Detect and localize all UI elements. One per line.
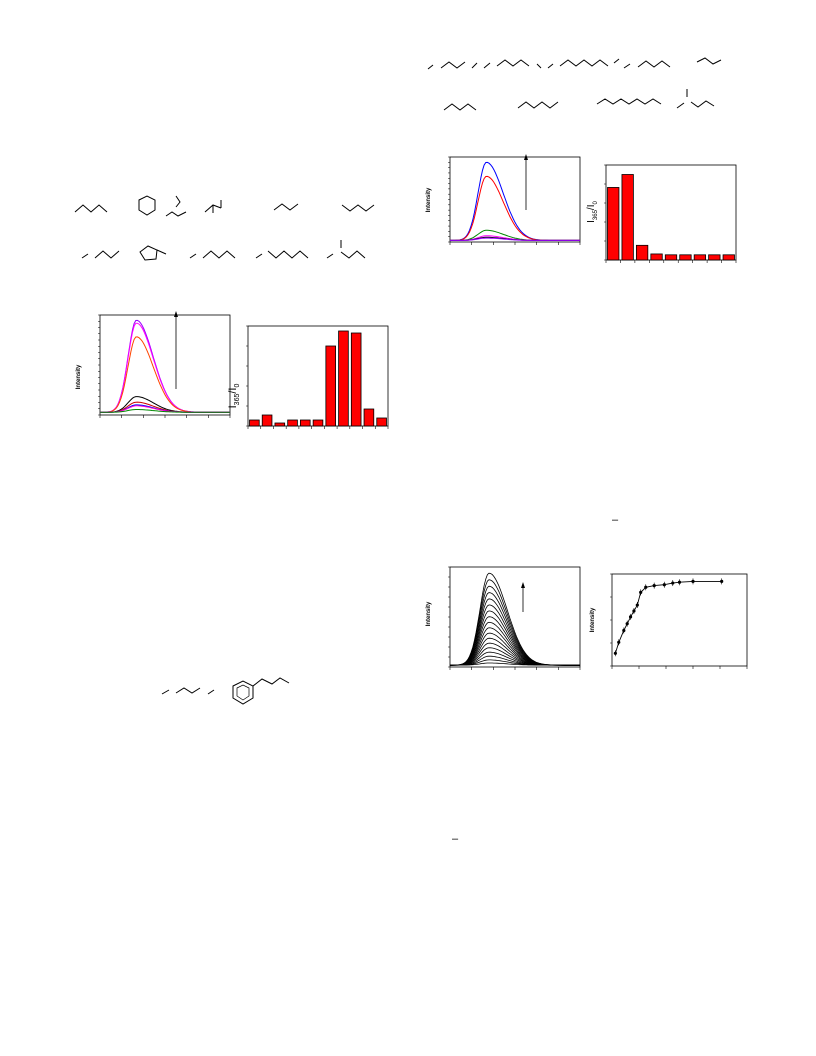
structure-butyl-1 <box>74 204 108 213</box>
figure-b-bar-panel: I365/I0 <box>580 160 750 270</box>
figure-b-bar-ylabel: I365/I0 <box>586 200 599 222</box>
bar-2 <box>621 174 634 261</box>
bar-8 <box>338 330 349 427</box>
figure-c-spectra-chart: Intensity <box>426 566 581 670</box>
bar-11 <box>376 417 387 427</box>
figure-a-bar-chart: I365/I0 <box>227 325 389 429</box>
figure-b-spectra-chart: Intensity <box>426 154 581 245</box>
spectrum-line-1 <box>100 319 230 413</box>
structure-hexyl <box>267 250 309 259</box>
bar-8 <box>708 254 721 261</box>
figure-b-spectra-panel: Intensity <box>420 152 590 262</box>
structure-right-2 <box>443 103 477 111</box>
bar-5 <box>300 419 311 427</box>
structure-pentyl-1 <box>341 204 375 212</box>
figure-a-spectra-chart: Intensity <box>76 311 231 418</box>
bar-1 <box>249 419 260 427</box>
arrow-head-icon <box>524 154 528 160</box>
figure-c-spectra-ylabel: Intensity <box>426 601 432 626</box>
structure-propyl-1 <box>273 203 299 211</box>
structure-chain-b <box>165 211 187 217</box>
structure-branched <box>326 253 334 259</box>
structure-bottom-chain <box>161 689 170 695</box>
structure-isobutyl <box>204 204 222 213</box>
plot-frame <box>611 573 748 667</box>
spectrum-line-8 <box>100 409 230 413</box>
structure-chain-a <box>175 195 181 208</box>
structure-butyl-2 <box>202 250 236 259</box>
structure-cyclopentane <box>139 245 158 261</box>
structure-methyl <box>189 253 197 259</box>
figure-b-spectra-ylabel: Intensity <box>426 187 432 212</box>
structure-cyclohexane <box>138 195 156 216</box>
spectrum-line-1 <box>450 161 580 241</box>
bar-1 <box>607 187 620 261</box>
structure-methyl-2 <box>255 253 263 259</box>
bar-4 <box>650 253 663 261</box>
benzene-ring <box>232 680 254 705</box>
bar-2 <box>261 414 273 427</box>
figure-a-spectra-panel: Intensity <box>70 305 240 435</box>
bar-4 <box>287 419 298 427</box>
structure-right-1 <box>427 64 434 70</box>
figure-a-bar-ylabel: I365/I0 <box>227 384 241 409</box>
arrow-head-icon <box>521 582 525 588</box>
bar-9 <box>350 332 362 427</box>
dash-mark-1: – <box>612 514 619 526</box>
figure-b-bar-chart: I365/I0 <box>586 164 737 263</box>
figure-c-spectra-panel: Intensity <box>420 562 590 682</box>
spectrum-line-18 <box>449 572 580 666</box>
figure-a-bar-panel: I365/I0 <box>222 318 392 438</box>
bar-3 <box>635 244 649 261</box>
bar-9 <box>722 254 735 261</box>
figure-c-titration-chart: Intensity <box>590 573 748 669</box>
bar-10 <box>363 408 375 427</box>
figure-c-titration-ylabel: Intensity <box>590 607 596 632</box>
figure-a-spectra-ylabel: Intensity <box>76 364 82 389</box>
bar-3 <box>274 422 286 427</box>
structure-ethyl <box>81 253 89 259</box>
figure-c-titration-panel: Intensity <box>582 566 752 676</box>
bar-7 <box>693 254 707 261</box>
structure-propyl-2 <box>94 250 120 259</box>
spectrum-line-6 <box>450 237 580 241</box>
bar-5 <box>664 254 678 261</box>
bar-6 <box>679 254 692 261</box>
arrow-head-icon <box>174 311 178 317</box>
bar-7 <box>325 345 336 427</box>
dash-mark-2: – <box>452 833 459 845</box>
bar-6 <box>312 419 324 427</box>
